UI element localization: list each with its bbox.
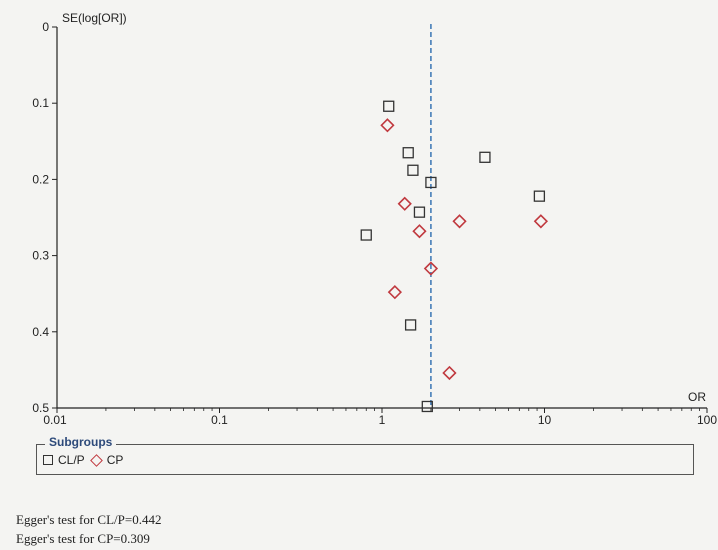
clp-point xyxy=(402,147,414,159)
square-marker-icon xyxy=(43,455,53,465)
legend-item-cp: CP xyxy=(106,453,124,467)
x-tick-label: 0.01 xyxy=(43,413,67,427)
egger-test-clp: Egger's test for CL/P=0.442 xyxy=(16,512,162,527)
egger-test-cp: Egger's test for CP=0.309 xyxy=(16,531,150,546)
y-tick-label: 0 xyxy=(42,20,49,34)
clp-point xyxy=(407,164,419,176)
cp-point xyxy=(397,196,412,211)
cp-point xyxy=(533,214,549,229)
clp-point xyxy=(533,190,546,202)
clp-point xyxy=(360,229,372,241)
clp-point xyxy=(479,151,491,163)
legend-title: Subgroups xyxy=(45,435,117,449)
x-tick-label: 1 xyxy=(379,413,386,427)
legend-item-clp: CL/P xyxy=(58,453,85,467)
clp-point xyxy=(425,176,437,189)
data-points xyxy=(360,100,549,413)
funnel-plot: 0 0.1 0.2 0.3 0.4 0.50.01 0.1 1 10 100 SE(log[OR]… xyxy=(32,11,717,427)
cp-point xyxy=(423,261,439,276)
cp-point xyxy=(442,365,457,381)
y-tick-label: 0.5 xyxy=(32,401,49,415)
cp-point xyxy=(387,285,402,300)
legend: Subgroups CL/P CP xyxy=(36,435,694,475)
y-axis-title: SE(log[OR]) xyxy=(62,11,127,25)
cp-point xyxy=(412,224,427,239)
x-tick-label: 100 xyxy=(697,413,717,427)
clp-point xyxy=(413,206,426,218)
y-tick-label: 0.3 xyxy=(32,249,49,263)
x-tick-label: 10 xyxy=(538,413,552,427)
y-tick-label: 0.1 xyxy=(32,96,49,110)
y-tick-label: 0.2 xyxy=(32,172,49,186)
cp-point xyxy=(452,214,467,229)
cp-point xyxy=(380,118,395,133)
x-tick-label: 0.1 xyxy=(211,413,228,427)
clp-point xyxy=(404,319,417,331)
clp-point xyxy=(421,400,433,413)
axes: 0 0.1 0.2 0.3 0.4 0.50.01 0.1 1 10 100 xyxy=(32,20,717,427)
legend-items: CL/P CP xyxy=(43,453,123,467)
clp-point xyxy=(383,100,395,112)
y-tick-label: 0.4 xyxy=(32,325,49,339)
x-axis-title: OR xyxy=(688,390,706,404)
diamond-marker-icon xyxy=(89,453,103,467)
